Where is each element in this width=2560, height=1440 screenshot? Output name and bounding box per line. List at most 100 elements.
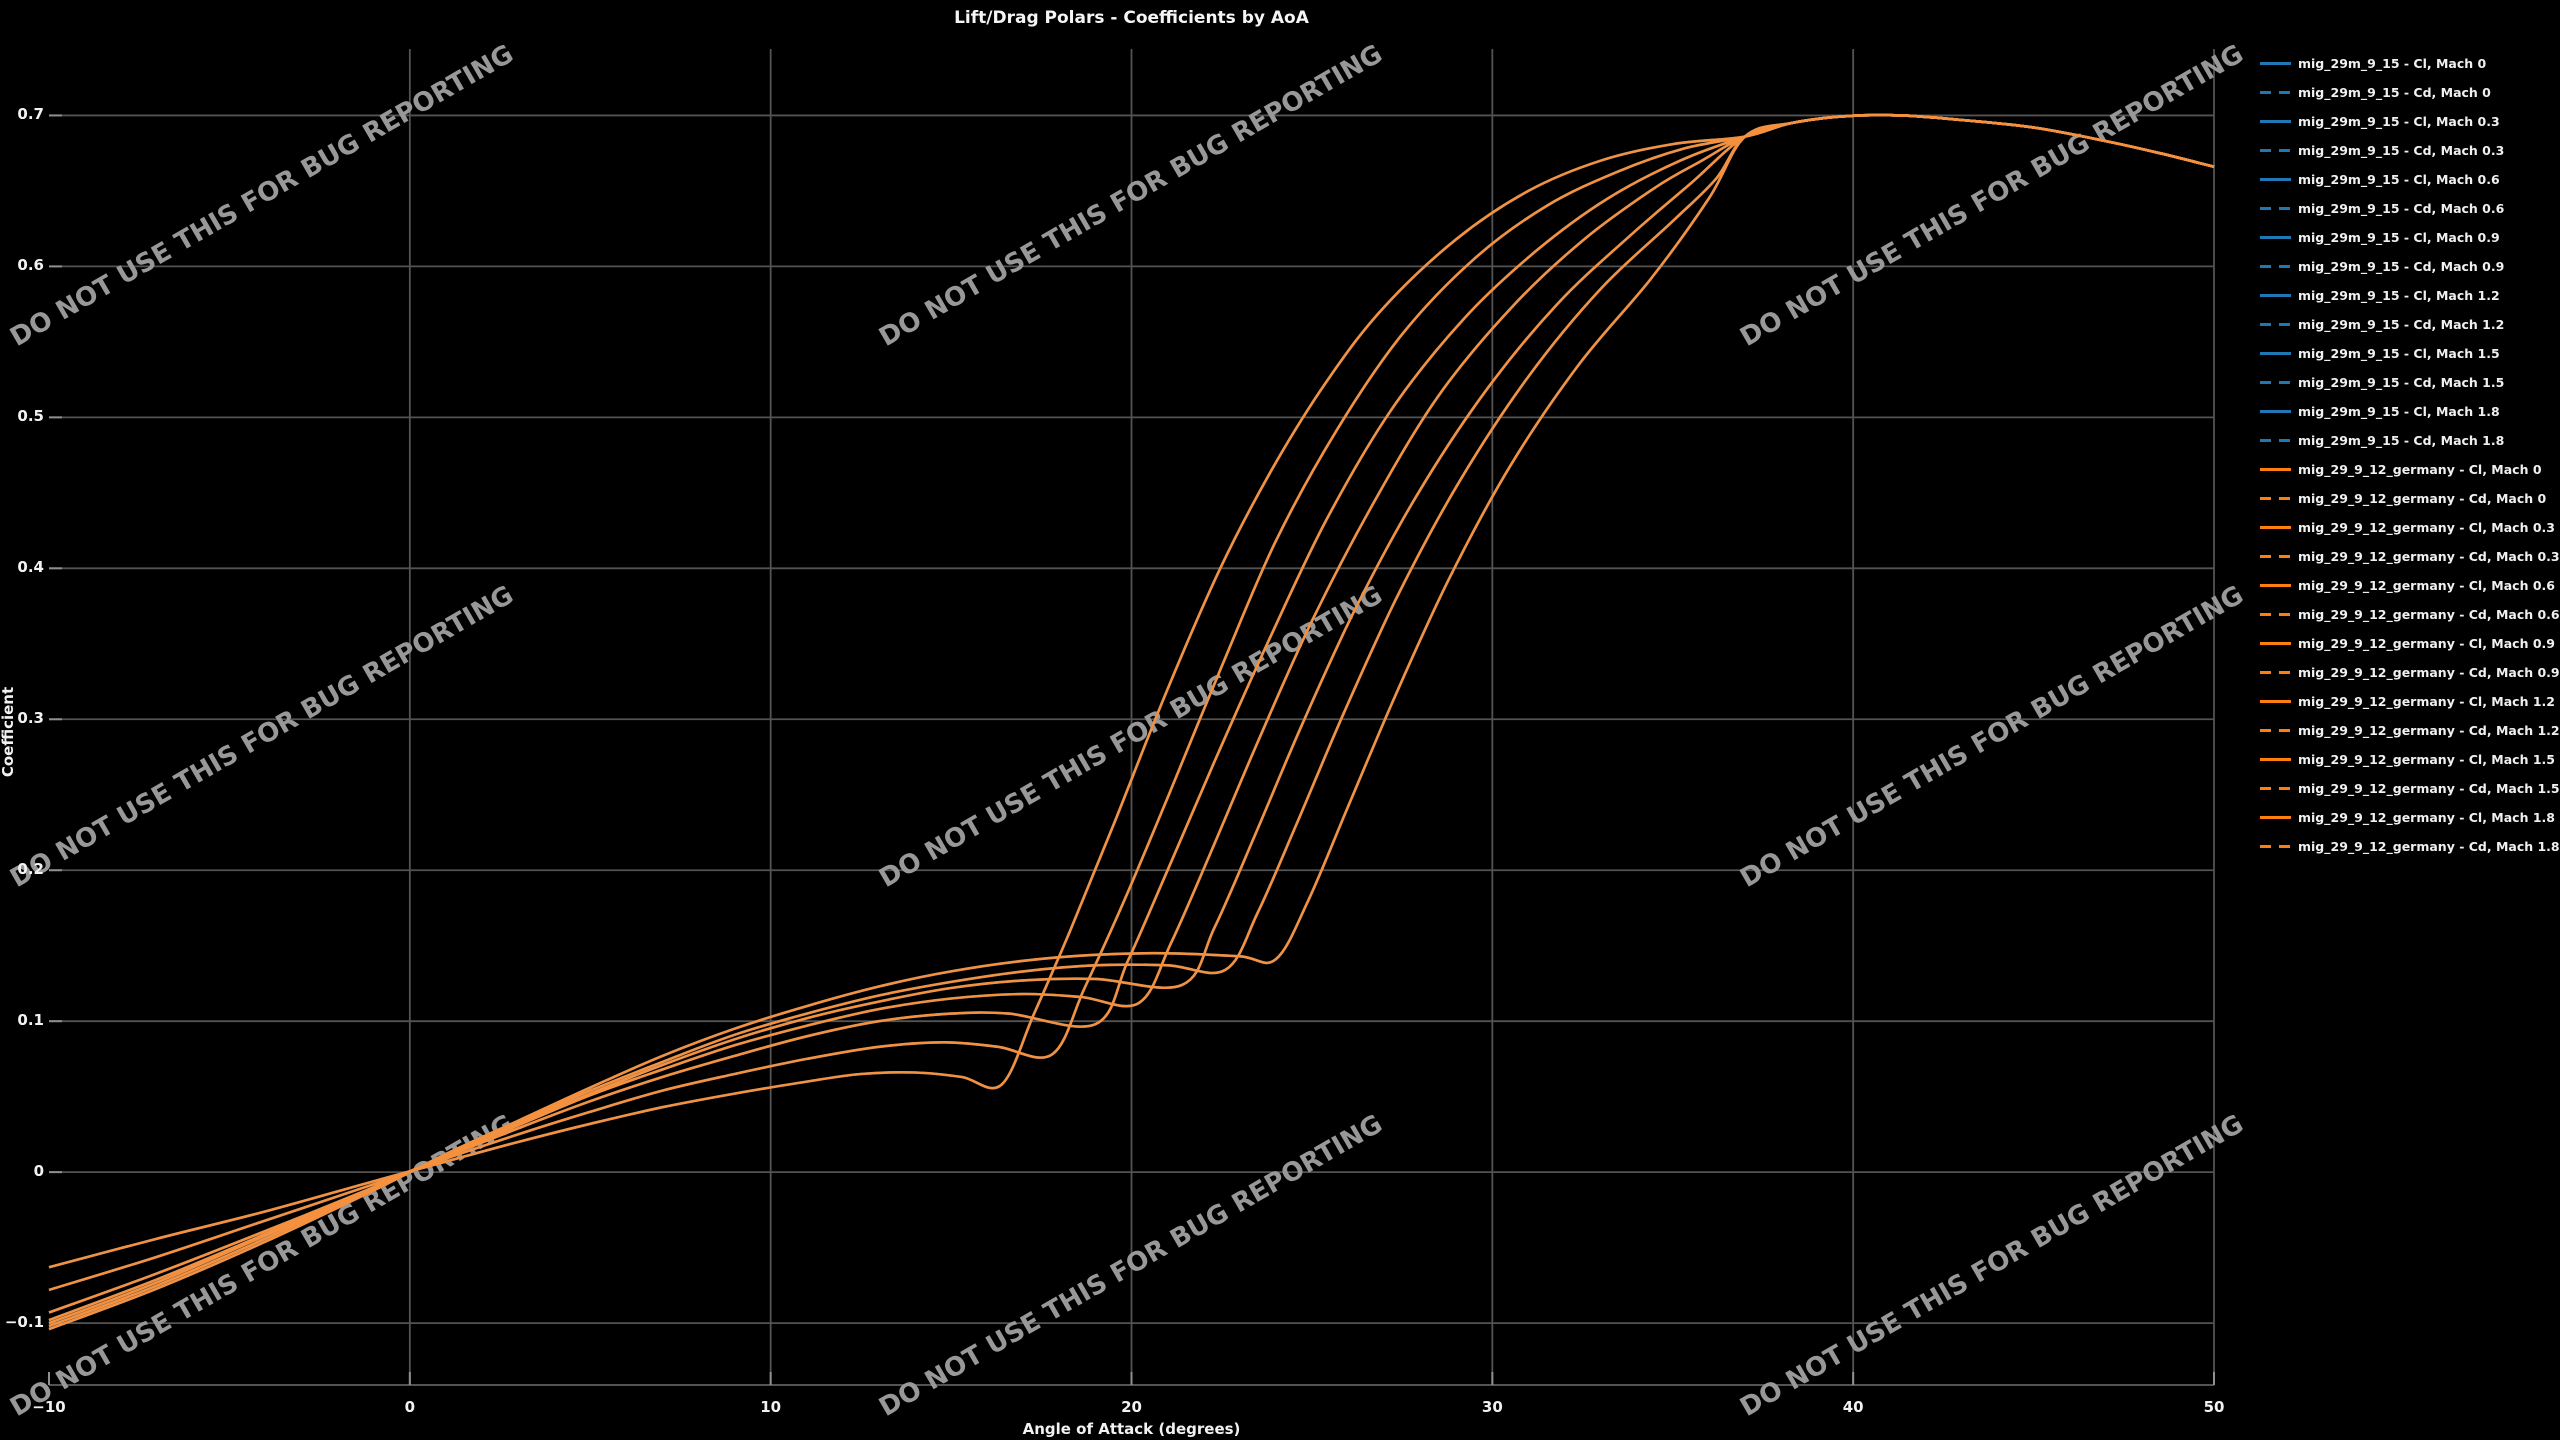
- legend-label: mig_29m_9_15 - Cd, Mach 0: [2298, 85, 2491, 100]
- legend-item: mig_29_9_12_germany - Cl, Mach 1.8: [2260, 803, 2555, 832]
- legend-solid-line-swatch: [2260, 62, 2291, 65]
- legend-item: mig_29_9_12_germany - Cl, Mach 0: [2260, 455, 2542, 484]
- legend-label: mig_29_9_12_germany - Cd, Mach 1.8: [2298, 839, 2560, 854]
- legend-label: mig_29_9_12_germany - Cl, Mach 0: [2298, 462, 2542, 477]
- cl-curve-hidden-mig29m-mach-1.2: [48, 113, 2215, 1314]
- legend-label: mig_29_9_12_germany - Cl, Mach 0.6: [2298, 578, 2555, 593]
- legend-label: mig_29m_9_15 - Cl, Mach 0.9: [2298, 230, 2500, 245]
- legend-item: mig_29m_9_15 - Cd, Mach 1.2: [2260, 310, 2504, 339]
- legend-item: mig_29_9_12_germany - Cd, Mach 0.9: [2260, 658, 2560, 687]
- legend-item: mig_29m_9_15 - Cd, Mach 0.9: [2260, 252, 2504, 281]
- cl-curve-mig29germany-mach-0: [48, 113, 2215, 1331]
- legend-dashed-line-swatch: [2260, 323, 2291, 326]
- legend-dashed-line-swatch: [2260, 265, 2291, 268]
- legend-label: mig_29m_9_15 - Cd, Mach 1.8: [2298, 433, 2505, 448]
- legend-label: mig_29_9_12_germany - Cl, Mach 1.5: [2298, 752, 2555, 767]
- legend-item: mig_29m_9_15 - Cd, Mach 0: [2260, 78, 2491, 107]
- legend-item: mig_29m_9_15 - Cd, Mach 0.6: [2260, 194, 2504, 223]
- legend-item: mig_29m_9_15 - Cl, Mach 1.2: [2260, 281, 2500, 310]
- legend-item: mig_29m_9_15 - Cl, Mach 0.3: [2260, 107, 2500, 136]
- legend-dashed-line-swatch: [2260, 787, 2291, 790]
- cl-curve-mig29germany-mach-1.5: [48, 113, 2215, 1292]
- legend-label: mig_29_9_12_germany - Cd, Mach 0.6: [2298, 607, 2560, 622]
- legend-item: mig_29m_9_15 - Cl, Mach 0.9: [2260, 223, 2500, 252]
- legend-dashed-line-swatch: [2260, 91, 2291, 94]
- legend-solid-line-swatch: [2260, 642, 2291, 645]
- cl-curve-hidden-mig29m-mach-0.6: [48, 113, 2215, 1325]
- legend-label: mig_29_9_12_germany - Cd, Mach 0: [2298, 491, 2547, 506]
- cl-curve-hidden-mig29m-mach-1.5: [48, 113, 2215, 1292]
- legend-label: mig_29m_9_15 - Cl, Mach 0: [2298, 56, 2487, 71]
- legend-item: mig_29m_9_15 - Cl, Mach 0: [2260, 49, 2486, 78]
- legend-dashed-line-swatch: [2260, 149, 2291, 152]
- legend-solid-line-swatch: [2260, 700, 2291, 703]
- legend-item: mig_29_9_12_germany - Cd, Mach 0.3: [2260, 542, 2560, 571]
- legend-item: mig_29m_9_15 - Cl, Mach 1.5: [2260, 339, 2500, 368]
- legend-solid-line-swatch: [2260, 410, 2291, 413]
- legend-dashed-line-swatch: [2260, 613, 2291, 616]
- legend-dashed-line-swatch: [2260, 671, 2291, 674]
- legend-item: mig_29_9_12_germany - Cd, Mach 1.5: [2260, 774, 2560, 803]
- legend-solid-line-swatch: [2260, 758, 2291, 761]
- legend-label: mig_29m_9_15 - Cd, Mach 0.3: [2298, 143, 2505, 158]
- legend-label: mig_29m_9_15 - Cd, Mach 0.6: [2298, 201, 2505, 216]
- legend-label: mig_29_9_12_germany - Cl, Mach 1.2: [2298, 694, 2555, 709]
- legend-label: mig_29m_9_15 - Cl, Mach 1.8: [2298, 404, 2500, 419]
- legend-solid-line-swatch: [2260, 352, 2291, 355]
- legend-dashed-line-swatch: [2260, 497, 2291, 500]
- legend-label: mig_29m_9_15 - Cl, Mach 1.5: [2298, 346, 2500, 361]
- legend: mig_29m_9_15 - Cl, Mach 0 mig_29m_9_15 - …: [2260, 0, 2560, 1440]
- legend-label: mig_29_9_12_germany - Cl, Mach 1.8: [2298, 810, 2555, 825]
- legend-item: mig_29_9_12_germany - Cd, Mach 0: [2260, 484, 2546, 513]
- cl-curve-mig29germany-mach-0.9: [48, 113, 2215, 1322]
- legend-label: mig_29_9_12_germany - Cd, Mach 0.9: [2298, 665, 2560, 680]
- legend-solid-line-swatch: [2260, 468, 2291, 471]
- legend-solid-line-swatch: [2260, 584, 2291, 587]
- cl-curve-hidden-mig29m-mach-1.8: [48, 113, 2215, 1269]
- legend-label: mig_29_9_12_germany - Cd, Mach 1.2: [2298, 723, 2560, 738]
- cl-curve-hidden-mig29m-mach-0.3: [48, 113, 2215, 1328]
- legend-label: mig_29m_9_15 - Cd, Mach 1.5: [2298, 375, 2505, 390]
- legend-dashed-line-swatch: [2260, 381, 2291, 384]
- legend-label: mig_29m_9_15 - Cd, Mach 0.9: [2298, 259, 2505, 274]
- legend-item: mig_29_9_12_germany - Cd, Mach 0.6: [2260, 600, 2560, 629]
- legend-item: mig_29_9_12_germany - Cd, Mach 1.2: [2260, 716, 2560, 745]
- legend-item: mig_29m_9_15 - Cd, Mach 1.8: [2260, 426, 2504, 455]
- legend-dashed-line-swatch: [2260, 845, 2291, 848]
- legend-label: mig_29_9_12_germany - Cd, Mach 1.5: [2298, 781, 2560, 796]
- cl-curve-mig29germany-mach-0.3: [48, 113, 2215, 1328]
- legend-solid-line-swatch: [2260, 178, 2291, 181]
- legend-item: mig_29m_9_15 - Cd, Mach 1.5: [2260, 368, 2504, 397]
- legend-item: mig_29_9_12_germany - Cd, Mach 1.8: [2260, 832, 2560, 861]
- legend-label: mig_29m_9_15 - Cl, Mach 0.3: [2298, 114, 2500, 129]
- legend-dashed-line-swatch: [2260, 555, 2291, 558]
- cl-curve-hidden-mig29m-mach-0.9: [48, 113, 2215, 1322]
- legend-label: mig_29m_9_15 - Cl, Mach 0.6: [2298, 172, 2500, 187]
- legend-item: mig_29_9_12_germany - Cl, Mach 0.6: [2260, 571, 2555, 600]
- legend-solid-line-swatch: [2260, 816, 2291, 819]
- legend-item: mig_29_9_12_germany - Cl, Mach 1.2: [2260, 687, 2555, 716]
- cl-curve-hidden-mig29m-mach-0: [48, 113, 2215, 1331]
- cl-curve-mig29germany-mach-0.6: [48, 113, 2215, 1325]
- legend-dashed-line-swatch: [2260, 207, 2291, 210]
- legend-solid-line-swatch: [2260, 120, 2291, 123]
- legend-solid-line-swatch: [2260, 236, 2291, 239]
- legend-label: mig_29_9_12_germany - Cl, Mach 0.9: [2298, 636, 2555, 651]
- legend-item: mig_29m_9_15 - Cl, Mach 0.6: [2260, 165, 2500, 194]
- legend-item: mig_29_9_12_germany - Cl, Mach 0.9: [2260, 629, 2555, 658]
- legend-item: mig_29m_9_15 - Cd, Mach 0.3: [2260, 136, 2504, 165]
- legend-item: mig_29m_9_15 - Cl, Mach 1.8: [2260, 397, 2500, 426]
- legend-solid-line-swatch: [2260, 526, 2291, 529]
- legend-label: mig_29m_9_15 - Cd, Mach 1.2: [2298, 317, 2505, 332]
- legend-label: mig_29_9_12_germany - Cl, Mach 0.3: [2298, 520, 2555, 535]
- legend-item: mig_29_9_12_germany - Cl, Mach 1.5: [2260, 745, 2555, 774]
- legend-item: mig_29_9_12_germany - Cl, Mach 0.3: [2260, 513, 2555, 542]
- legend-solid-line-swatch: [2260, 294, 2291, 297]
- cl-curve-mig29germany-mach-1.8: [48, 113, 2215, 1269]
- cl-curve-mig29germany-mach-1.2: [48, 113, 2215, 1314]
- legend-dashed-line-swatch: [2260, 439, 2291, 442]
- legend-dashed-line-swatch: [2260, 729, 2291, 732]
